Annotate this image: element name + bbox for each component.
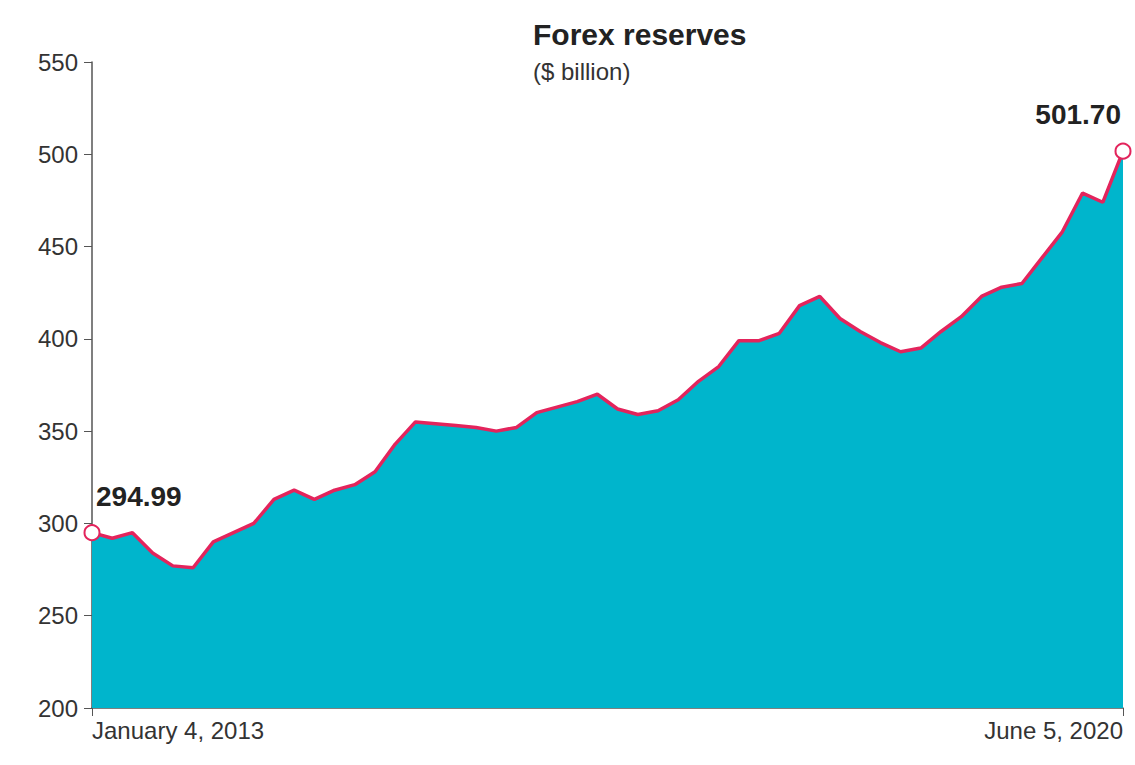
svg-text:Forex reserves: Forex reserves: [533, 18, 747, 51]
svg-text:501.70: 501.70: [1035, 99, 1121, 130]
svg-text:450: 450: [38, 233, 78, 260]
svg-text:June 5, 2020: June 5, 2020: [984, 717, 1123, 744]
svg-text:250: 250: [38, 602, 78, 629]
svg-text:300: 300: [38, 510, 78, 537]
svg-text:January 4, 2013: January 4, 2013: [92, 717, 264, 744]
svg-text:350: 350: [38, 418, 78, 445]
svg-text:294.99: 294.99: [96, 481, 182, 512]
svg-text:550: 550: [38, 49, 78, 76]
svg-text:200: 200: [38, 695, 78, 722]
svg-text:400: 400: [38, 325, 78, 352]
svg-text:500: 500: [38, 141, 78, 168]
svg-text:($ billion): ($ billion): [533, 58, 630, 85]
